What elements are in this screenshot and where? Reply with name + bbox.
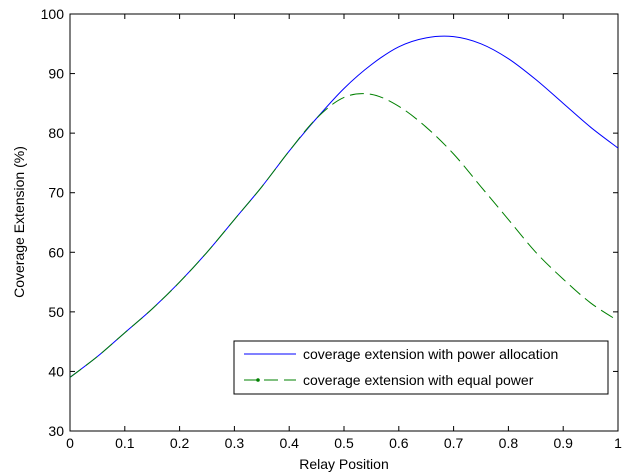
y-tick-label: 40 bbox=[48, 363, 64, 379]
x-axis: 0 0.1 0.2 0.3 0.4 0.5 0.6 0.7 0.8 0.9 1 bbox=[66, 14, 622, 451]
y-tick-label: 30 bbox=[48, 423, 64, 439]
y-tick-label: 80 bbox=[48, 125, 64, 141]
legend-box bbox=[233, 340, 609, 395]
x-tick-label: 0.9 bbox=[553, 435, 573, 451]
legend-marker-equal-power bbox=[256, 378, 260, 382]
x-tick-label: 0.1 bbox=[115, 435, 135, 451]
x-tick-label: 0.4 bbox=[279, 435, 299, 451]
legend: coverage extension with power allocation… bbox=[233, 340, 609, 395]
y-tick-label: 70 bbox=[48, 185, 64, 201]
series-line-equal-power bbox=[69, 93, 619, 378]
legend-label-equal-power: coverage extension with equal power bbox=[303, 372, 534, 388]
y-tick-label: 90 bbox=[48, 66, 64, 82]
x-tick-label: 0.6 bbox=[389, 435, 409, 451]
y-axis-label: Coverage Extension (%) bbox=[11, 146, 27, 298]
x-tick-label: 1 bbox=[614, 435, 622, 451]
x-tick-label: 0.5 bbox=[334, 435, 354, 451]
y-axis: 30 40 50 60 70 80 90 100 bbox=[41, 6, 618, 439]
x-tick-label: 0.2 bbox=[170, 435, 190, 451]
x-tick-label: 0.7 bbox=[444, 435, 464, 451]
x-tick-label: 0.3 bbox=[225, 435, 245, 451]
series-line-power-allocation bbox=[69, 35, 619, 378]
legend-label-power-allocation: coverage extension with power allocation bbox=[303, 346, 558, 362]
x-axis-label: Relay Position bbox=[299, 456, 389, 472]
x-tick-label: 0.8 bbox=[499, 435, 519, 451]
y-tick-label: 100 bbox=[41, 6, 65, 22]
y-tick-label: 50 bbox=[48, 304, 64, 320]
series-layer bbox=[69, 35, 619, 378]
y-tick-label: 60 bbox=[48, 244, 64, 260]
x-tick-label: 0 bbox=[66, 435, 74, 451]
